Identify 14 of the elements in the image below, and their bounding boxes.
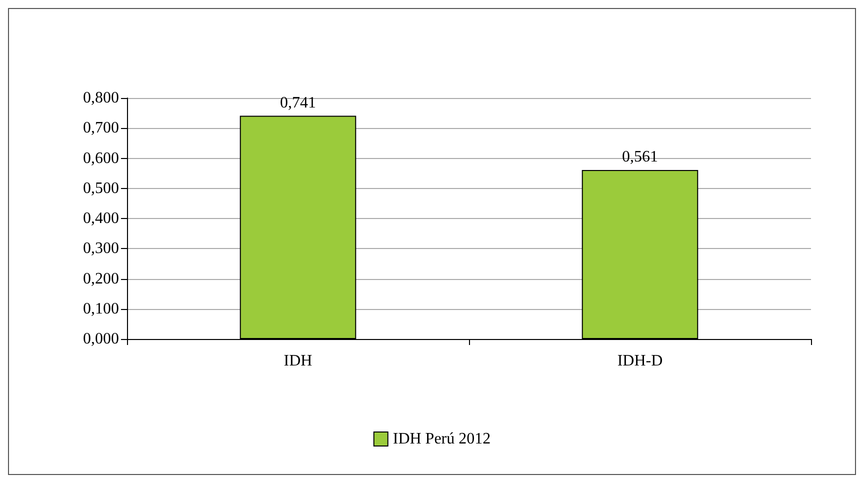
legend-label: IDH Perú 2012 — [392, 430, 491, 448]
y-tick-label: 0,300 — [83, 240, 119, 258]
y-tick-label: 0,200 — [83, 270, 119, 288]
x-tick-label: IDH-D — [617, 352, 663, 370]
y-tick-label: 0,500 — [83, 180, 119, 197]
data-label: 0,561 — [622, 148, 658, 166]
y-tick-label: 0,400 — [83, 210, 119, 227]
y-tick-label: 0,700 — [83, 120, 119, 137]
y-tick-label: 0,000 — [83, 330, 119, 348]
y-tick-label: 0,600 — [83, 150, 119, 167]
x-tick-label: IDH — [284, 352, 313, 370]
y-tick-label: 0,800 — [83, 90, 119, 106]
y-tick-label: 0,100 — [83, 300, 119, 318]
data-label: 0,741 — [280, 94, 316, 112]
